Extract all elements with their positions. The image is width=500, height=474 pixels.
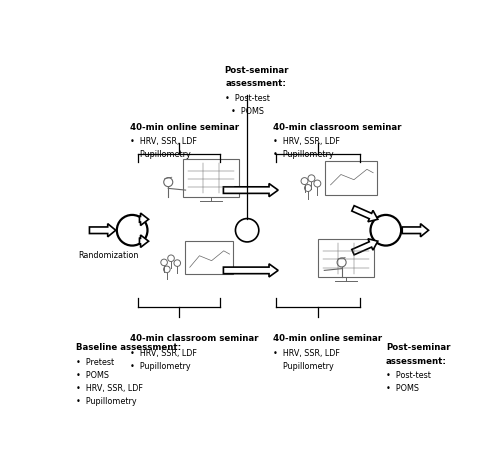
Bar: [185, 241, 234, 274]
Bar: [326, 161, 378, 195]
Text: •  HRV, SSR, LDF: • HRV, SSR, LDF: [272, 349, 340, 358]
Text: Pupillometry: Pupillometry: [130, 150, 191, 159]
Text: 40-min classroom seminar: 40-min classroom seminar: [130, 334, 259, 343]
Text: •  HRV, SSR, LDF: • HRV, SSR, LDF: [130, 349, 197, 358]
Text: 40-min online seminar: 40-min online seminar: [130, 123, 240, 132]
Text: •  Pupillometry: • Pupillometry: [130, 362, 191, 371]
Text: •  Post-test: • Post-test: [224, 94, 270, 103]
Text: •  HRV, SSR, LDF: • HRV, SSR, LDF: [272, 137, 340, 146]
FancyArrow shape: [402, 224, 428, 237]
Text: assessment:: assessment:: [226, 79, 286, 88]
Text: Baseline assessment:: Baseline assessment:: [76, 343, 180, 352]
Text: assessment:: assessment:: [386, 356, 446, 365]
FancyArrow shape: [352, 239, 378, 255]
FancyArrow shape: [90, 224, 116, 237]
Text: •  POMS: • POMS: [386, 384, 419, 393]
Text: •  HRV, SSR, LDF: • HRV, SSR, LDF: [130, 137, 197, 146]
Text: •  POMS: • POMS: [76, 371, 108, 380]
Text: Post-seminar: Post-seminar: [224, 66, 288, 75]
Text: •  Pupillometry: • Pupillometry: [76, 397, 136, 406]
Bar: [183, 159, 238, 197]
FancyArrow shape: [224, 183, 278, 197]
Text: •  Post-test: • Post-test: [386, 371, 430, 380]
FancyArrow shape: [352, 206, 378, 222]
Text: •  Pretest: • Pretest: [76, 358, 114, 367]
FancyArrow shape: [140, 235, 148, 247]
Text: 40-min classroom seminar: 40-min classroom seminar: [272, 123, 401, 132]
FancyArrow shape: [140, 213, 148, 226]
Text: 40-min online seminar: 40-min online seminar: [272, 334, 382, 343]
Text: Pupillometry: Pupillometry: [272, 362, 334, 371]
Text: •  HRV, SSR, LDF: • HRV, SSR, LDF: [76, 384, 142, 393]
Bar: [318, 239, 374, 277]
Text: •  Pupillometry: • Pupillometry: [272, 150, 334, 159]
Text: Post-seminar: Post-seminar: [386, 343, 450, 352]
FancyArrow shape: [224, 264, 278, 277]
Text: •  POMS: • POMS: [230, 107, 264, 116]
Text: Randomization: Randomization: [78, 251, 138, 260]
